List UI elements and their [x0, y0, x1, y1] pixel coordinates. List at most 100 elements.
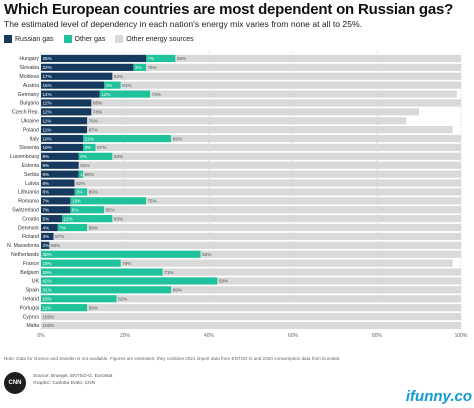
- data-label: 9%: [43, 154, 50, 159]
- category-label: Moldova: [19, 74, 39, 80]
- data-label: 11%: [43, 127, 52, 132]
- data-label: 42%: [43, 279, 52, 284]
- legend-label-russian-gas: Russian gas: [15, 35, 54, 43]
- bar-segment: [162, 268, 462, 276]
- bar-segment: [150, 90, 457, 98]
- data-label: 22%: [43, 65, 52, 70]
- data-label: 82%: [118, 296, 127, 301]
- data-label: 31%: [43, 288, 52, 293]
- bar-segment: [41, 152, 79, 160]
- bar-segment: [41, 90, 100, 98]
- category-label: Slovenia: [19, 145, 39, 151]
- category-label: France: [23, 261, 39, 267]
- category-label: Denmark: [18, 225, 39, 231]
- data-label: 21%: [85, 136, 94, 141]
- bar-segment: [74, 179, 461, 187]
- data-label: 11%: [43, 118, 52, 123]
- category-label: Latvia: [25, 181, 39, 187]
- bar-segment: [91, 108, 420, 116]
- bar-segment: [120, 81, 462, 89]
- category-label: Austria: [23, 83, 39, 89]
- bar-segment: [41, 170, 79, 178]
- bar-segment: [41, 321, 461, 330]
- category-label: Serbia: [24, 172, 39, 178]
- data-label: 97%: [55, 234, 64, 239]
- x-tick-label: 40%: [204, 333, 215, 339]
- data-label: 98%: [51, 243, 60, 248]
- legend-label-other-energy: Other energy sources: [126, 35, 194, 43]
- bar-segment: [41, 126, 88, 134]
- bar-segment: [41, 134, 83, 143]
- data-label: 7%: [43, 207, 50, 212]
- data-label: 75%: [148, 65, 157, 70]
- data-label: 15%: [43, 83, 52, 88]
- bar-segment: [104, 206, 461, 214]
- data-label: 17%: [43, 74, 52, 79]
- category-label: Luxembourg: [10, 154, 39, 160]
- bar-segment: [146, 54, 176, 63]
- bar-segment: [41, 215, 62, 223]
- category-label: Ireland: [23, 296, 39, 302]
- bar-segment: [41, 223, 58, 232]
- bar-segment: [41, 161, 79, 169]
- data-label: 75%: [148, 199, 157, 204]
- data-label: 12%: [101, 92, 110, 97]
- data-label: 12%: [64, 216, 73, 221]
- bar-segment: [70, 206, 104, 214]
- bar-segment: [83, 134, 172, 143]
- data-label: 62%: [202, 252, 211, 257]
- bar-segment: [78, 170, 83, 178]
- legend-item-russian-gas: Russian gas: [4, 35, 54, 43]
- bar-segment: [91, 99, 462, 107]
- data-label: 91%: [80, 163, 89, 168]
- data-label: 87%: [97, 145, 106, 150]
- x-tick-label: 20%: [120, 333, 131, 339]
- bar-segment: [87, 188, 461, 196]
- bar-segment: [112, 215, 462, 223]
- category-label: Malta: [26, 323, 39, 329]
- graphic-line: Graphic: Carlotta Dotto, CNN: [33, 381, 96, 386]
- data-label: 89%: [89, 225, 98, 230]
- bar-segment: [171, 134, 461, 143]
- legend-swatch-russian-gas: [4, 35, 12, 43]
- data-label: 8%: [80, 154, 87, 159]
- category-label: Slovakia: [19, 65, 39, 71]
- bar-segment: [41, 54, 146, 63]
- bar-segment: [41, 197, 71, 205]
- bar-segment: [41, 304, 88, 312]
- data-label: 18%: [43, 296, 52, 301]
- category-label: Poland: [23, 127, 39, 133]
- data-label: 87%: [89, 127, 98, 132]
- source-credits: Source: Bruegel, ENTSO-G, Eurostat Graph…: [33, 373, 112, 387]
- data-label: 89%: [89, 305, 98, 310]
- bar-segment: [120, 259, 453, 267]
- data-label: 89%: [89, 190, 98, 195]
- chart-subtitle: The estimated level of dependency in eac…: [4, 19, 363, 29]
- category-label: Spain: [26, 288, 39, 294]
- bar-segment: [41, 259, 121, 267]
- data-label: 8%: [43, 181, 50, 186]
- category-label: Czech Rep.: [12, 110, 39, 116]
- category-label: Romania: [18, 199, 39, 205]
- bar-segment: [41, 295, 117, 303]
- bar-segment: [87, 117, 407, 125]
- data-label: 71%: [164, 270, 173, 275]
- bar-segment: [112, 152, 462, 160]
- data-label: 12%: [43, 110, 52, 115]
- data-label: 78%: [93, 110, 102, 115]
- category-label: Bulgaria: [20, 101, 39, 107]
- data-label: 81%: [122, 83, 131, 88]
- bar-segment: [41, 72, 113, 80]
- data-label: 29%: [43, 270, 52, 275]
- bar-segment: [41, 241, 50, 249]
- ifunny-watermark: ifunny.co: [405, 388, 472, 405]
- data-label: 69%: [173, 136, 182, 141]
- data-label: 5%: [43, 216, 50, 221]
- category-label: UK: [32, 279, 40, 285]
- bar-segment: [146, 197, 461, 205]
- bar-segment: [70, 197, 146, 205]
- data-label: 10%: [43, 145, 52, 150]
- bar-segment: [104, 81, 121, 89]
- bar-segment: [95, 143, 461, 152]
- bar-segment: [41, 143, 83, 152]
